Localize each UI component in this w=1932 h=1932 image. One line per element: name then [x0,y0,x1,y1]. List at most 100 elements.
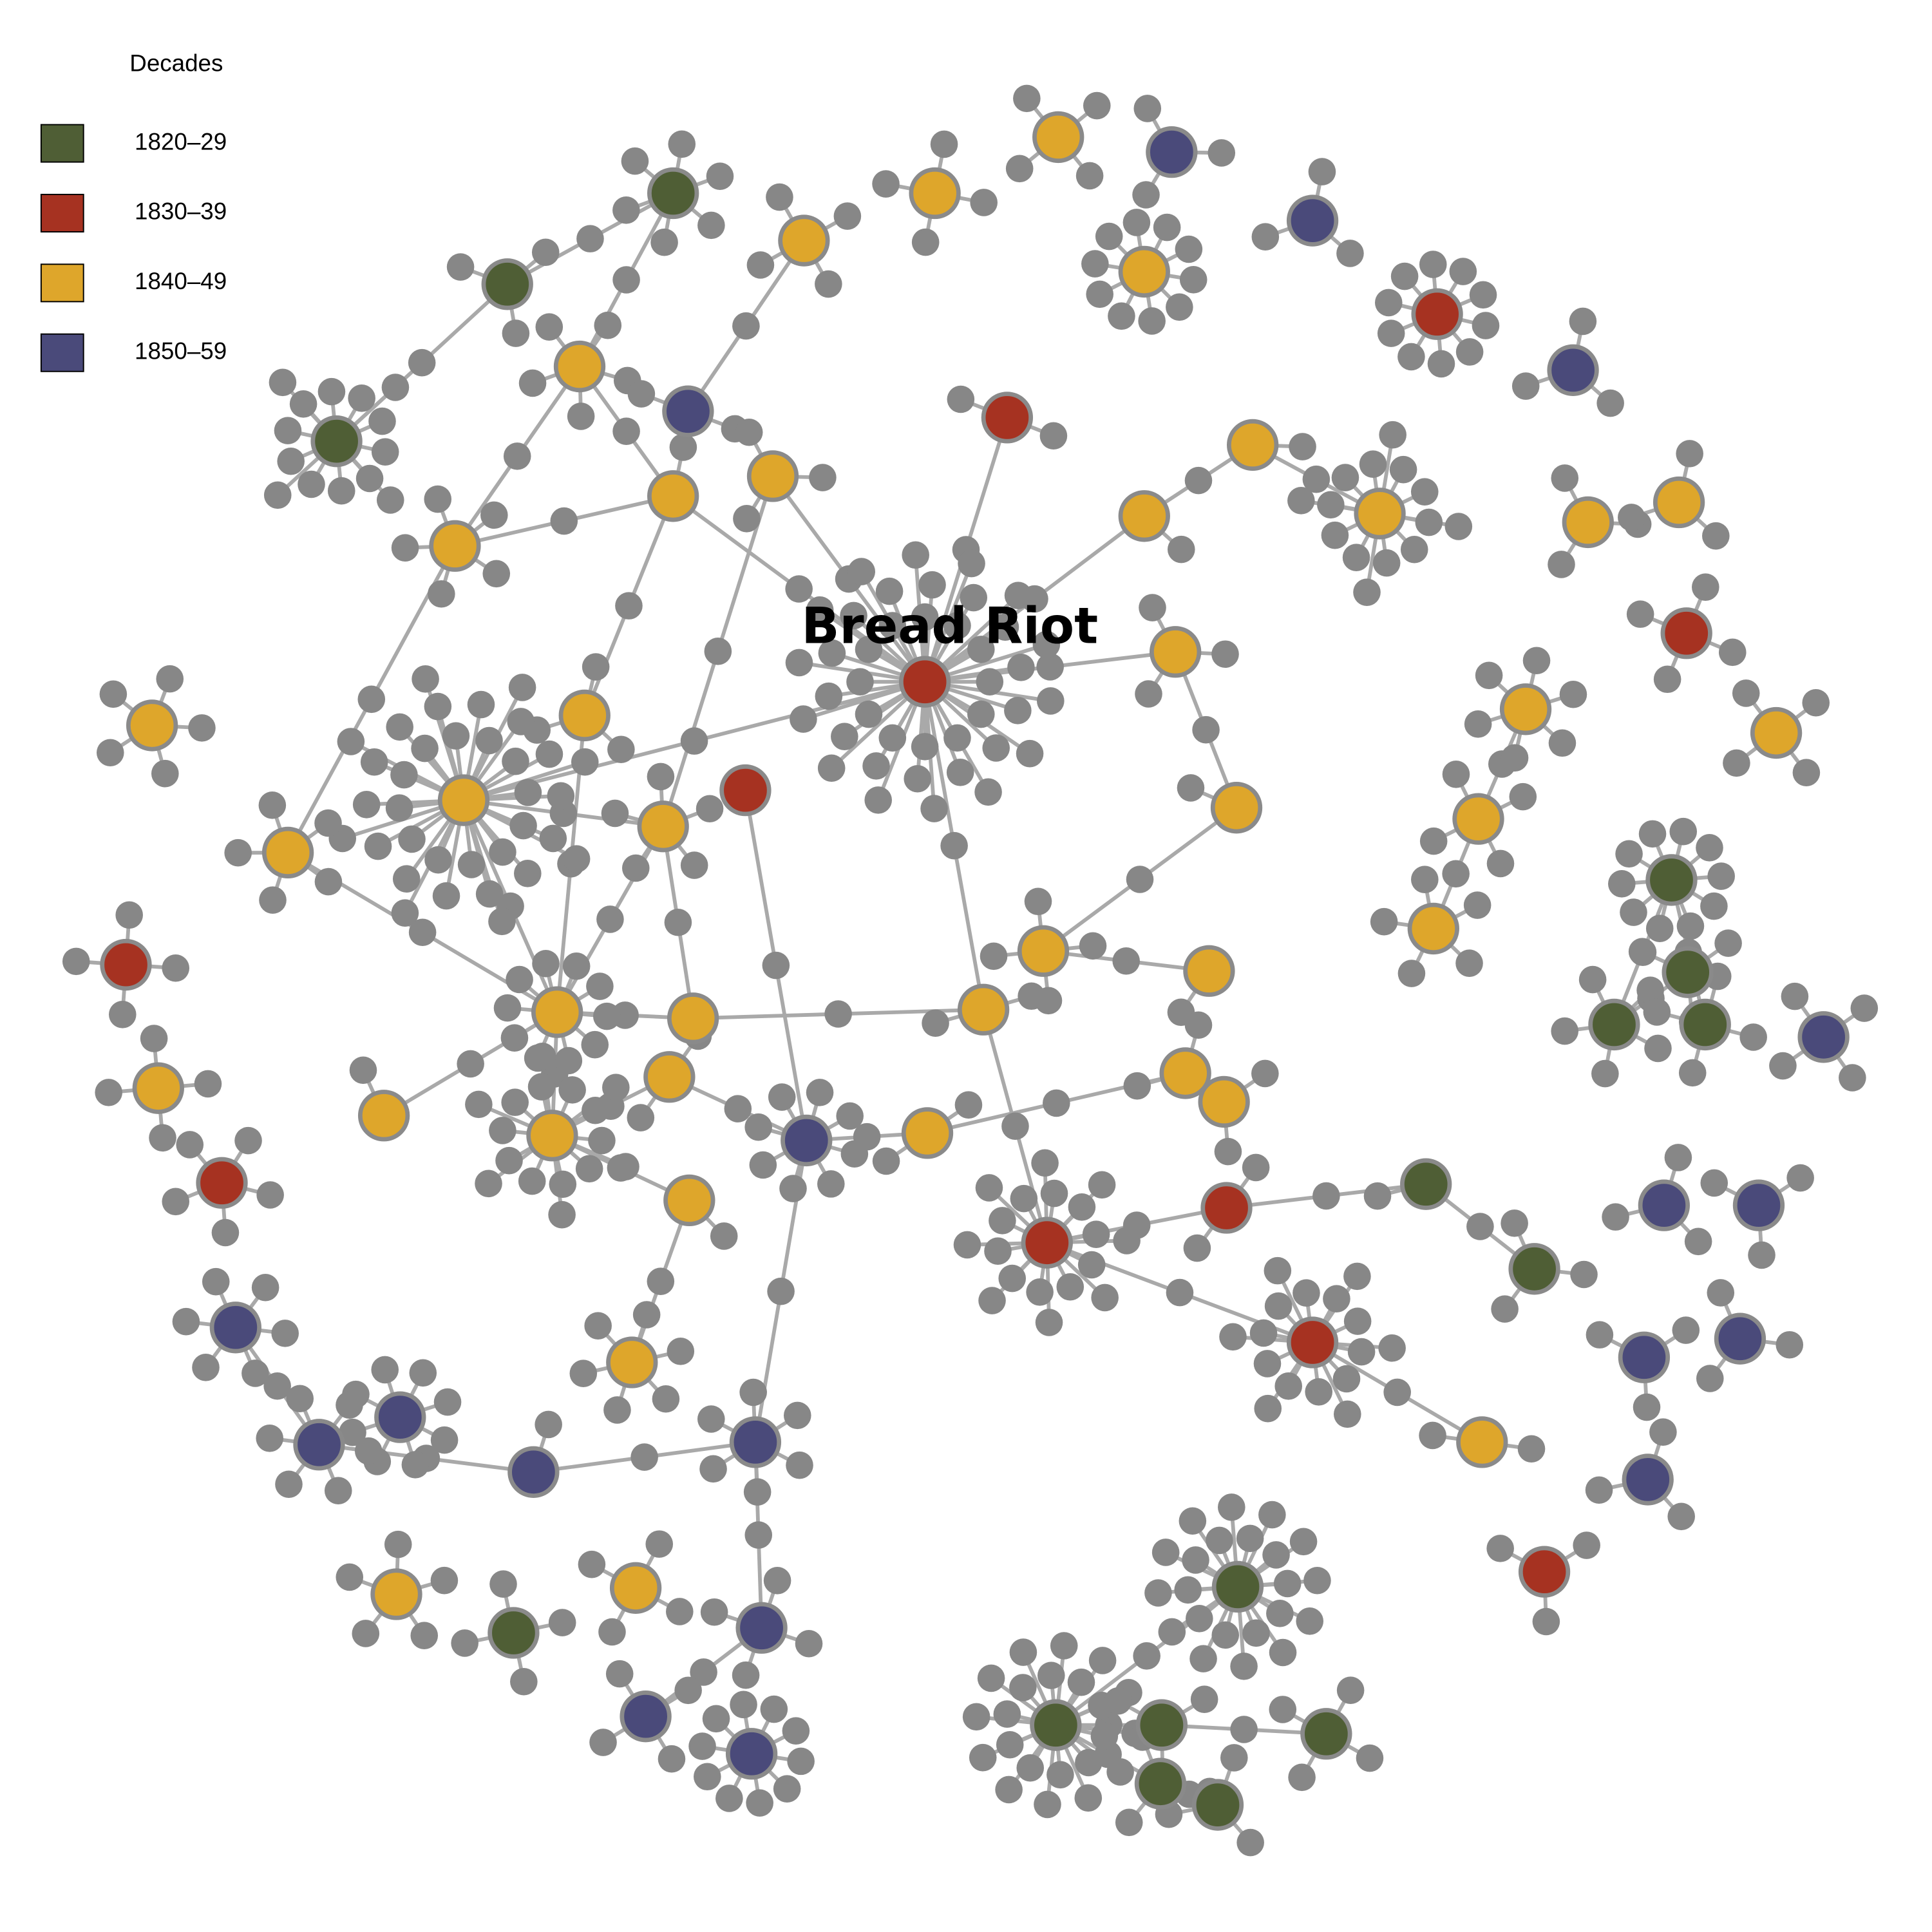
event-node [126,699,178,752]
event-node [1456,1416,1508,1468]
leaf-node [831,723,858,750]
leaf-node [704,638,732,665]
leaf-node [1850,994,1879,1022]
leaf-node [289,390,317,418]
event-node [746,450,799,502]
event-node [1732,1179,1785,1231]
event-node [1159,1047,1211,1099]
event-node [310,415,363,468]
event-node [647,167,699,220]
leaf-node [615,592,643,620]
leaf-node [503,442,531,470]
event-node [1191,1779,1244,1831]
leaf-node [1628,938,1656,965]
leaf-node [192,1354,220,1381]
leaf-node [612,1153,639,1180]
leaf-node [364,832,392,860]
leaf-node [188,714,216,742]
leaf-node [1786,1164,1814,1192]
leaf-node [501,1088,529,1116]
leaf-node [1363,1182,1392,1210]
leaf-node [1144,1579,1172,1607]
event-node [957,983,1010,1036]
leaf-node [872,170,900,198]
leaf-node [1466,1213,1494,1240]
leaf-node [980,942,1008,971]
leaf-node [451,1629,478,1657]
leaf-node [1086,280,1113,308]
leaf-node [211,1218,240,1247]
leaf-node [680,851,708,879]
leaf-node [846,668,874,696]
leaf-node [502,747,529,775]
leaf-node [1206,1526,1233,1555]
leaf-node [475,880,504,908]
leaf-node [699,1455,727,1483]
leaf-node [547,782,575,810]
event-node [1118,245,1170,298]
leaf-node [357,685,386,714]
leaf-node [690,1658,717,1686]
leaf-node [548,1609,576,1636]
leaf-node [337,728,365,755]
leaf-node [977,1664,1005,1692]
leaf-node [1088,1171,1116,1199]
leaf-node [1253,1350,1282,1378]
event-node [132,1062,184,1114]
leaf-node [1037,1662,1065,1689]
leaf-node [1034,1790,1061,1819]
leaf-node [1419,251,1447,278]
leaf-node [507,708,535,735]
leaf-node [1522,647,1551,675]
leaf-node [995,1776,1023,1804]
leaf-node [878,612,907,639]
leaf-node [1653,665,1681,694]
leaf-node [172,1307,200,1336]
leaf-node [1578,965,1607,994]
leaf-node [989,1207,1016,1235]
leaf-node [489,838,516,866]
leaf-node [1251,223,1280,251]
leaf-node [982,734,1010,762]
leaf-node [581,1030,609,1059]
leaf-node [706,162,734,190]
leaf-node [1035,1309,1063,1336]
leaf-node [269,368,297,397]
leaf-node [1004,697,1032,724]
leaf-node [1249,1319,1278,1347]
event-node [1150,626,1202,678]
leaf-node [1184,466,1213,495]
leaf-node [1419,827,1448,855]
leaf-node [697,1405,725,1433]
leaf-node [96,739,124,767]
leaf-node [1007,654,1035,681]
leaf-node [575,1155,603,1183]
leaf-node [1182,1546,1209,1574]
leaf-node [1108,302,1135,330]
leaf-node [1442,761,1470,788]
legend-label: 1830–39 [135,198,227,225]
event-node [1286,194,1339,247]
leaf-node [1174,1576,1202,1604]
leaf-node [1242,1619,1270,1647]
leaf-node [612,266,640,294]
leaf-node [1702,522,1730,550]
leaf-node [562,952,591,980]
leaf-node [1802,688,1830,717]
leaf-node [920,795,948,822]
leaf-node [1343,1262,1371,1291]
leaf-node [1517,1435,1546,1463]
leaf-node [996,1730,1024,1759]
event-node [558,689,611,742]
leaf-node [809,464,837,491]
leaf-node [465,1090,493,1119]
leaf-node [1411,866,1439,893]
leaf-node [735,418,763,446]
leaf-node [360,748,388,776]
leaf-node [548,1200,576,1229]
leaf-node [412,665,439,693]
leaf-node [1669,817,1698,846]
leaf-node [715,1785,743,1812]
leaf-node [256,1181,284,1209]
event-node [1660,607,1712,659]
